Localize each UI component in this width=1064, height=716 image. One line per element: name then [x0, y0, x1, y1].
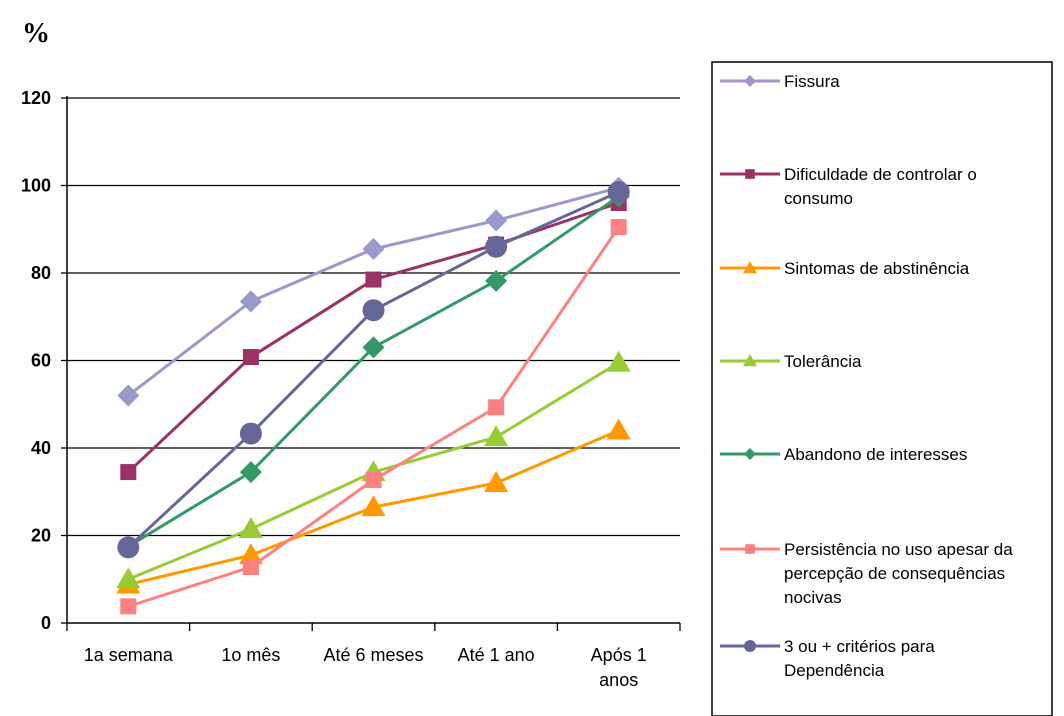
data-point-fissura-0	[117, 384, 140, 407]
legend-item-fissura: Fissura	[720, 72, 840, 91]
legend-label-sintomas-de-abstinencia: Sintomas de abstinência	[784, 259, 970, 278]
series-3-ou-criterios-para	[117, 181, 630, 559]
legend-swatch-marker	[745, 169, 755, 179]
legend-label-line: Dependência	[784, 661, 885, 680]
x-tick-label-line: 1o mês	[221, 645, 280, 665]
data-point-persistencia-no-uso-apesar-da-0	[120, 598, 137, 615]
legend-swatch-marker	[744, 640, 756, 652]
legend: Fissura Dificuldade de controlar o consumo…	[720, 72, 1013, 680]
legend-label-tolerancia: Tolerância	[784, 352, 862, 371]
legend-label-abandono-de-interesses: Abandono de interesses	[784, 445, 967, 464]
y-tick-label-80: 80	[31, 263, 51, 283]
data-point-persistencia-no-uso-apesar-da-1	[242, 559, 259, 575]
data-point-3-ou-criterios-para-4	[607, 181, 630, 204]
data-point-tolerancia-4	[606, 350, 631, 372]
legend-item-dificuldade-de-controlar-o: Dificuldade de controlar o consumo	[720, 165, 977, 208]
legend-label-line: percepção de consequências	[784, 564, 1005, 583]
legend-label-line: Abandono de interesses	[784, 445, 967, 464]
legend-label-dificuldade-de-controlar-o: Dificuldade de controlar o consumo	[784, 165, 977, 208]
x-tick-label-line: anos	[599, 670, 638, 690]
data-point-dificuldade-de-controlar-o-2	[365, 271, 382, 288]
legend-label-line: Dificuldade de controlar o	[784, 165, 977, 184]
data-point-persistencia-no-uso-apesar-da-2	[365, 471, 382, 488]
legend-label-line: 3 ou + critérios para	[784, 637, 935, 656]
series-fissura	[117, 176, 630, 407]
data-point-dificuldade-de-controlar-o-0	[120, 464, 137, 481]
data-point-tolerancia-3	[484, 425, 509, 447]
legend-item-persistencia-no-uso-apesar-da: Persistência no uso apesar da percepção d…	[720, 540, 1013, 607]
data-point-fissura-1	[239, 290, 262, 313]
data-point-abandono-de-interesses-3	[485, 269, 508, 292]
legend-label-line: Fissura	[784, 72, 840, 91]
data-point-3-ou-criterios-para-3	[485, 235, 508, 258]
legend-swatch-marker	[743, 354, 757, 367]
y-tick-label-60: 60	[31, 351, 51, 371]
legend-label-line: Tolerância	[784, 352, 862, 371]
x-tick-label-line: 1a semana	[84, 645, 174, 665]
series-tolerancia	[116, 350, 631, 589]
y-tick-label-20: 20	[31, 526, 51, 546]
x-tick-label-1o-mes: 1o mês	[221, 645, 280, 665]
legend-label-3-ou-criterios-para: 3 ou + critérios para Dependência	[784, 637, 935, 680]
legend-swatch-marker	[745, 544, 755, 554]
legend-label-line: nocivas	[784, 588, 842, 607]
data-point-abandono-de-interesses-2	[362, 336, 385, 359]
x-tick-label-line: Após 1	[591, 645, 647, 665]
legend-label-line: Persistência no uso apesar da	[784, 540, 1013, 559]
data-point-fissura-2	[362, 237, 385, 260]
axes: 0 20 40 60 80 100 120 1a semana 1o mês Até 6 mese…	[21, 88, 681, 690]
legend-item-tolerancia: Tolerância	[720, 352, 862, 371]
y-tick-label-120: 120	[21, 88, 51, 108]
x-tick-label-1a-semana: 1a semana	[84, 645, 174, 665]
legend-box	[711, 61, 1053, 716]
legend-swatch-marker	[744, 75, 756, 87]
legend-label-persistencia-no-uso-apesar-da: Persistência no uso apesar da percepção d…	[784, 540, 1013, 607]
data-point-sintomas-de-abstinencia-3	[484, 471, 509, 492]
legend-label-line: consumo	[784, 189, 853, 208]
legend-item-abandono-de-interesses: Abandono de interesses	[720, 445, 967, 464]
data-point-3-ou-criterios-para-2	[362, 299, 385, 322]
x-tick-label-line: Até 1 ano	[458, 645, 535, 665]
legend-label-fissura: Fissura	[784, 72, 840, 91]
data-point-fissura-3	[485, 209, 508, 232]
data-point-3-ou-criterios-para-1	[239, 422, 262, 445]
data-point-3-ou-criterios-para-0	[117, 536, 140, 559]
y-axis-unit: %	[22, 18, 50, 49]
series-persistencia-no-uso-apesar-da	[120, 219, 627, 615]
grid-lines	[67, 97, 680, 537]
data-point-tolerancia-0	[116, 567, 141, 589]
data-point-sintomas-de-abstinencia-1	[238, 543, 263, 565]
x-tick-label-apos-1-anos: Após 1 anos	[591, 645, 647, 690]
series-layer	[116, 176, 631, 615]
legend-item-sintomas-de-abstinencia: Sintomas de abstinência	[720, 259, 970, 278]
x-tick-label-line: Até 6 meses	[323, 645, 423, 665]
legend-swatch-marker	[744, 448, 756, 460]
x-tick-label-ate-6-meses: Até 6 meses	[323, 645, 423, 665]
data-point-tolerancia-1	[238, 516, 263, 538]
data-point-abandono-de-interesses-1	[239, 461, 262, 484]
data-point-sintomas-de-abstinencia-2	[361, 495, 386, 517]
legend-swatch-marker	[743, 261, 757, 274]
legend-label-line: Sintomas de abstinência	[784, 259, 970, 278]
data-point-dificuldade-de-controlar-o-1	[242, 349, 259, 365]
data-point-sintomas-de-abstinencia-4	[606, 418, 631, 440]
legend-item-3-ou-criterios-para: 3 ou + critérios para Dependência	[720, 637, 935, 680]
y-tick-label-0: 0	[41, 613, 51, 633]
series-line-fissura	[127, 186, 620, 397]
data-point-persistencia-no-uso-apesar-da-4	[610, 219, 627, 236]
y-tick-label-40: 40	[31, 438, 51, 458]
y-tick-label-100: 100	[21, 176, 51, 196]
data-point-persistencia-no-uso-apesar-da-3	[488, 399, 505, 416]
x-tick-label-ate-1-ano: Até 1 ano	[458, 645, 535, 665]
